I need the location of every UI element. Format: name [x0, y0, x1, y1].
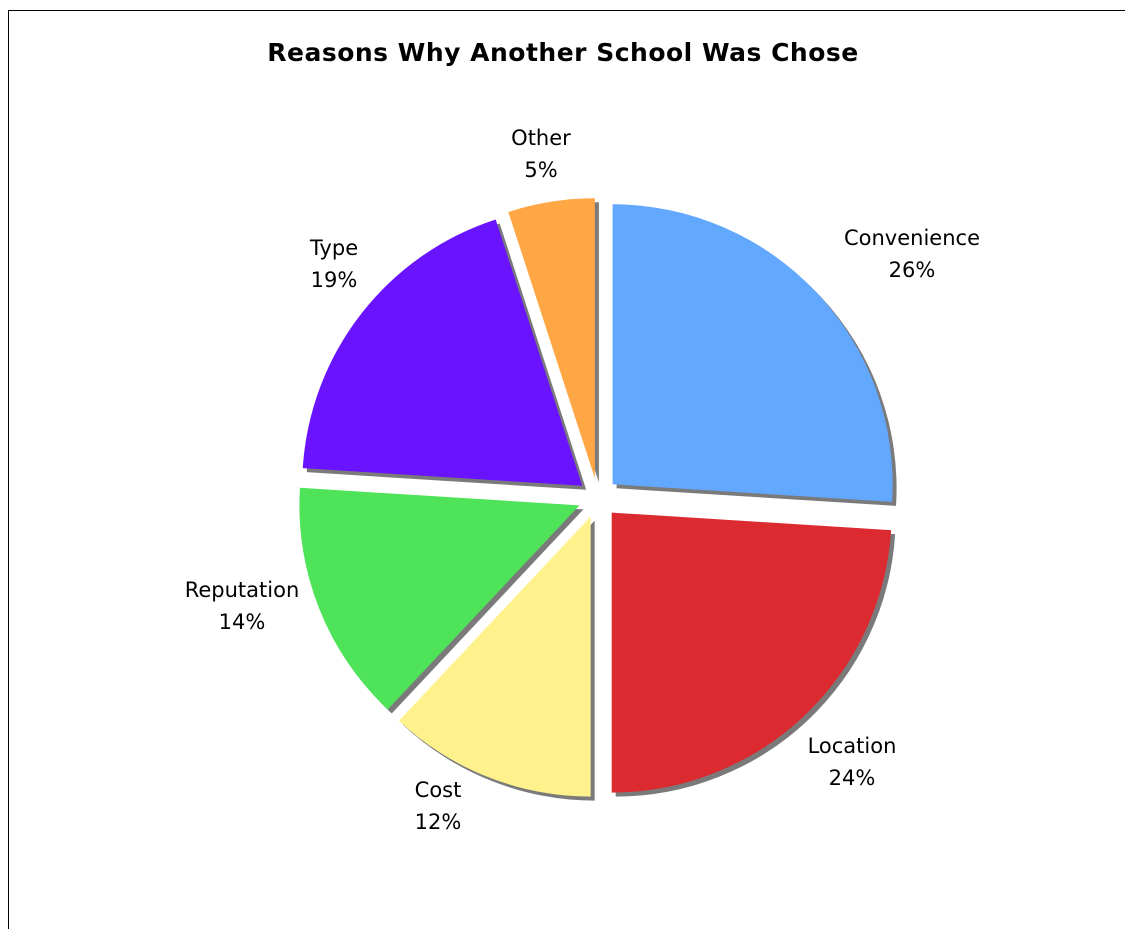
slice-labels: Convenience 26% Location 24% Cost 12% Reputati… — [185, 126, 980, 834]
slice-percent-reputation: 14% — [219, 610, 266, 634]
slice-label-type: Type — [309, 236, 358, 260]
slice-percent-convenience: 26% — [889, 258, 936, 282]
slice-convenience — [612, 204, 893, 502]
slice-label-other: Other — [511, 126, 571, 150]
slice-percent-cost: 12% — [415, 810, 462, 834]
slice-percent-type: 19% — [311, 268, 358, 292]
slice-type — [302, 219, 583, 486]
slice-location — [611, 512, 892, 793]
slice-label-cost: Cost — [415, 778, 462, 802]
slice-label-location: Location — [808, 734, 897, 758]
slice-percent-other: 5% — [524, 158, 557, 182]
slice-label-reputation: Reputation — [185, 578, 300, 602]
slice-other — [508, 198, 595, 479]
slice-percent-location: 24% — [829, 766, 876, 790]
slice-label-convenience: Convenience — [844, 226, 980, 250]
slice-reputation — [299, 487, 580, 710]
slices — [299, 198, 893, 797]
chart-title: Reasons Why Another School Was Chose — [267, 38, 859, 67]
slice-cost — [398, 516, 591, 797]
